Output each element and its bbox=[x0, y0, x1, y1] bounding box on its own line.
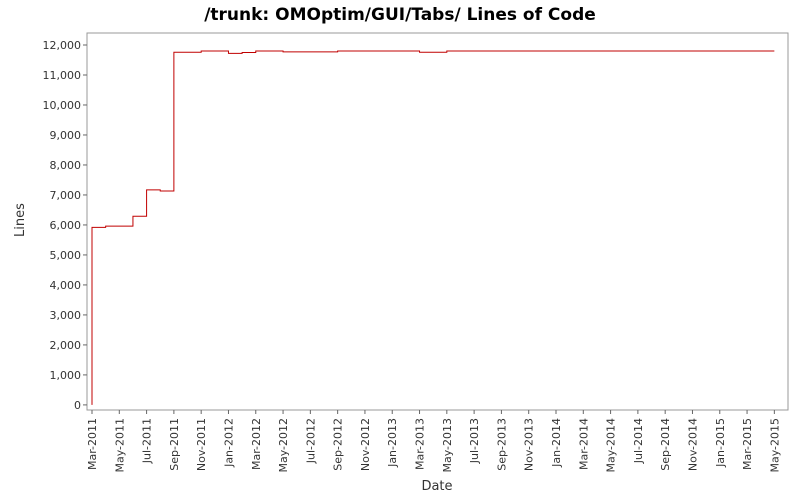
x-tick-label: Jan-2013 bbox=[386, 418, 399, 468]
x-tick-label: Nov-2011 bbox=[195, 418, 208, 471]
y-tick-label: 7,000 bbox=[50, 189, 82, 202]
x-tick-label: Mar-2013 bbox=[414, 418, 427, 470]
x-tick-label: Nov-2012 bbox=[359, 418, 372, 471]
y-tick-label: 0 bbox=[74, 399, 81, 412]
x-tick-label: Jul-2012 bbox=[304, 418, 317, 464]
data-line bbox=[91, 50, 775, 405]
x-tick-label: Jul-2011 bbox=[141, 418, 154, 464]
y-tick-label: 6,000 bbox=[50, 219, 82, 232]
plot-area bbox=[86, 32, 789, 411]
x-tick-label: Jul-2013 bbox=[468, 418, 481, 464]
y-tick-label: 2,000 bbox=[50, 339, 82, 352]
y-tick-label: 4,000 bbox=[50, 279, 82, 292]
x-tick-label: Mar-2015 bbox=[741, 418, 754, 470]
x-tick-label: Jan-2015 bbox=[714, 418, 727, 468]
x-tick-label: Sep-2013 bbox=[495, 418, 508, 471]
x-tick-label: Mar-2011 bbox=[86, 418, 99, 470]
x-tick-label: Jan-2012 bbox=[222, 418, 235, 468]
y-tick-label: 10,000 bbox=[43, 99, 82, 112]
x-tick-label: Jan-2014 bbox=[550, 418, 563, 468]
y-tick-label: 3,000 bbox=[50, 309, 82, 322]
x-tick-label: May-2012 bbox=[277, 418, 290, 473]
x-tick-label: Nov-2014 bbox=[686, 418, 699, 471]
x-tick-label: May-2014 bbox=[605, 418, 618, 473]
x-tick-label: May-2013 bbox=[441, 418, 454, 473]
y-axis-label: Lines bbox=[13, 203, 28, 237]
x-axis-label: Date bbox=[421, 479, 452, 494]
y-tick-label: 11,000 bbox=[43, 69, 82, 82]
y-tick-label: 1,000 bbox=[50, 369, 82, 382]
y-tick-label: 12,000 bbox=[43, 39, 82, 52]
y-tick-label: 5,000 bbox=[50, 249, 82, 262]
x-tick-label: Mar-2014 bbox=[577, 418, 590, 470]
x-tick-label: Sep-2014 bbox=[659, 418, 672, 471]
x-tick-label: Sep-2012 bbox=[332, 418, 345, 471]
x-tick-label: Mar-2012 bbox=[250, 418, 263, 470]
x-tick-label: Jul-2014 bbox=[632, 418, 645, 464]
x-tick-label: May-2011 bbox=[113, 418, 126, 473]
x-tick-label: Nov-2013 bbox=[523, 418, 536, 471]
x-tick-label: May-2015 bbox=[768, 418, 781, 473]
y-tick-label: 9,000 bbox=[50, 129, 82, 142]
x-tick-label: Sep-2011 bbox=[168, 418, 181, 471]
y-tick-label: 8,000 bbox=[50, 159, 82, 172]
chart-title: /trunk: OMOptim/GUI/Tabs/ Lines of Code bbox=[204, 5, 596, 25]
